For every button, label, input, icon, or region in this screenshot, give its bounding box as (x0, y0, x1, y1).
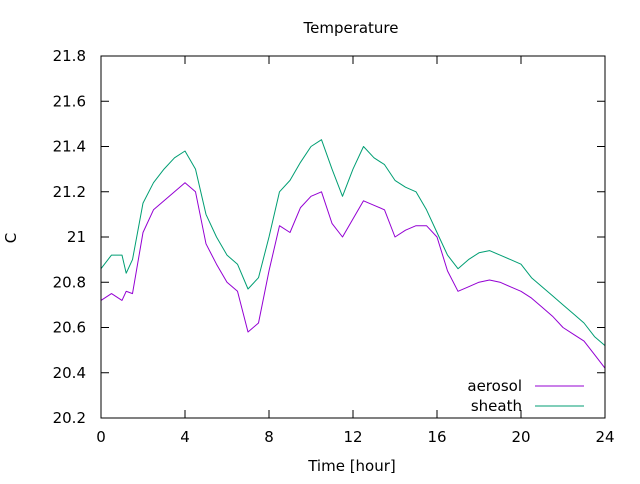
y-tick-label: 21.6 (53, 92, 86, 110)
x-tick-label: 20 (511, 428, 530, 446)
legend-label-aerosol: aerosol (467, 377, 522, 395)
legend: aerosol sheath (467, 377, 584, 415)
plot-frame (100, 55, 606, 419)
x-tick-label: 0 (96, 428, 106, 446)
y-tick-label: 20.4 (53, 364, 86, 382)
legend-label-sheath: sheath (471, 397, 522, 415)
x-tick-label: 8 (264, 428, 274, 446)
x-tick-label: 4 (180, 428, 190, 446)
series-line-sheath (100, 139, 606, 346)
series-layer (100, 139, 606, 369)
x-axis-label: Time [hour] (307, 457, 396, 475)
y-tick-label: 20.6 (53, 319, 86, 337)
ticks-layer: 0 4 8 12 16 20 24 20.2 20.4 20.6 20.8 21 21.2 21.4 21.… (53, 47, 615, 446)
x-tick-label: 16 (427, 428, 446, 446)
x-tick-label: 12 (343, 428, 362, 446)
y-tick-label: 21 (67, 228, 86, 246)
y-axis-label: C (2, 233, 20, 243)
y-tick-label: 21.2 (53, 183, 86, 201)
y-tick-label: 20.2 (53, 409, 86, 427)
y-tick-label: 21.8 (53, 47, 86, 65)
y-tick-label: 20.8 (53, 273, 86, 291)
chart-title: Temperature (302, 19, 398, 37)
series-line-aerosol (100, 182, 606, 369)
y-tick-label: 21.4 (53, 138, 86, 156)
x-tick-label: 24 (595, 428, 614, 446)
